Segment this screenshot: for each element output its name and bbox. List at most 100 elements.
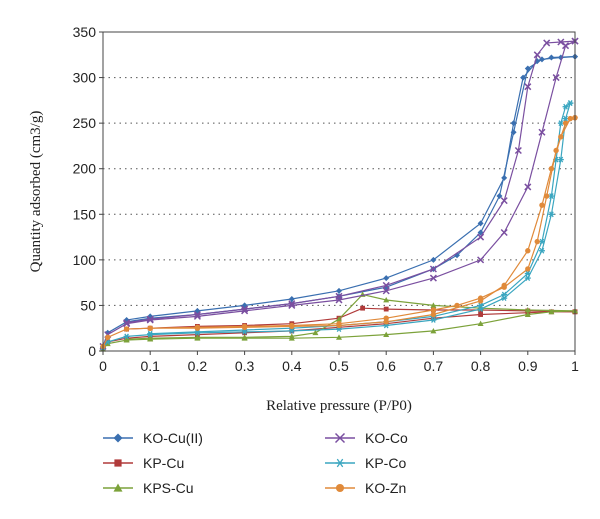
data-point xyxy=(562,120,569,126)
x-tick-label: 0.3 xyxy=(235,358,255,374)
legend-label: KO-Co xyxy=(365,430,408,446)
data-point xyxy=(562,103,569,110)
data-point xyxy=(430,302,437,308)
y-tick-label: 150 xyxy=(73,206,97,222)
data-point xyxy=(533,51,541,59)
legend-marker xyxy=(114,459,122,467)
data-point xyxy=(501,284,507,290)
legend-label: KO-Zn xyxy=(365,480,406,496)
data-point xyxy=(477,302,484,309)
data-point xyxy=(562,42,570,50)
data-point xyxy=(524,311,531,317)
data-point xyxy=(500,228,508,237)
data-point xyxy=(543,39,551,47)
data-point xyxy=(431,315,436,321)
legend-label: KP-Cu xyxy=(143,455,184,471)
legend-item: KO-Co xyxy=(325,430,408,446)
legend-marker xyxy=(335,458,345,468)
legend-item: KO-Cu(II) xyxy=(103,430,203,446)
series-line-desorption xyxy=(150,117,576,329)
data-point xyxy=(552,74,560,82)
data-point xyxy=(538,128,546,136)
data-point xyxy=(557,38,565,46)
data-point xyxy=(562,115,569,122)
data-point xyxy=(241,323,248,330)
data-point xyxy=(104,340,111,347)
data-point xyxy=(105,334,111,341)
data-point xyxy=(336,334,342,340)
legend-marker xyxy=(113,433,123,443)
x-tick-label: 0.6 xyxy=(376,358,396,374)
y-tick-label: 350 xyxy=(73,24,97,40)
data-point xyxy=(336,320,342,327)
data-point xyxy=(382,281,390,289)
legend-marker xyxy=(113,483,123,492)
data-point xyxy=(147,335,154,341)
series-line-desorption xyxy=(126,307,576,330)
data-point xyxy=(548,211,555,218)
data-point xyxy=(534,238,540,245)
legend-item: KPS-Cu xyxy=(103,480,194,496)
plot-border xyxy=(102,31,576,352)
data-point xyxy=(524,183,532,191)
x-tick-label: 0.9 xyxy=(518,358,538,374)
data-point xyxy=(123,336,130,342)
data-point xyxy=(524,275,531,282)
data-point xyxy=(194,334,201,340)
series-line-adsorption xyxy=(102,311,575,349)
series-KO-Zn xyxy=(100,114,578,350)
legend-item: KO-Zn xyxy=(325,480,406,496)
data-point xyxy=(477,256,485,264)
data-point xyxy=(383,275,390,282)
data-point xyxy=(567,100,574,107)
x-tick-label: 0.1 xyxy=(140,358,160,374)
data-point xyxy=(538,247,545,254)
x-axis-label: Relative pressure (P/P0) xyxy=(266,398,412,414)
data-point xyxy=(147,330,154,337)
y-axis-label: Quantity adsorbed (cm3/g) xyxy=(28,111,44,273)
data-point xyxy=(525,266,531,272)
series-line-adsorption xyxy=(102,102,571,348)
series-line-adsorption xyxy=(102,56,576,347)
data-point xyxy=(548,54,555,61)
data-point xyxy=(336,316,342,322)
series-KO-Co xyxy=(99,37,579,350)
data-point xyxy=(478,312,483,317)
legend-item: KP-Co xyxy=(325,455,406,471)
data-point xyxy=(123,319,131,327)
data-point xyxy=(524,270,531,277)
x-tick-label: 0.5 xyxy=(329,358,349,374)
x-tick-label: 0.4 xyxy=(282,358,302,374)
data-point xyxy=(501,174,508,181)
data-point xyxy=(496,193,503,200)
legend-label: KO-Cu(II) xyxy=(143,430,203,446)
data-point xyxy=(538,238,545,245)
data-point xyxy=(520,74,527,81)
data-point xyxy=(123,333,130,340)
legend-label: KP-Co xyxy=(365,455,406,471)
data-point xyxy=(383,315,389,321)
data-point xyxy=(430,327,437,334)
series-KO-Cu(II) xyxy=(100,53,578,350)
data-point xyxy=(477,233,485,241)
legend-item: KP-Cu xyxy=(103,455,184,471)
y-tick-label: 0 xyxy=(88,343,96,359)
data-point xyxy=(288,300,296,308)
data-point xyxy=(477,295,484,301)
data-point xyxy=(430,307,437,313)
gridlines xyxy=(103,31,575,306)
tick-labels: 0 0.1 0.2 0.3 0.4 0.5 0.6 0.7 0.8 0.9 1 0 50 100 150 20… xyxy=(73,24,579,374)
data-point xyxy=(557,120,564,127)
legend-marker xyxy=(334,432,346,444)
data-point xyxy=(548,308,555,315)
series-layer xyxy=(99,37,579,352)
data-point xyxy=(335,292,343,300)
data-point xyxy=(382,287,390,295)
data-point xyxy=(429,265,437,273)
data-point xyxy=(524,306,531,313)
x-tick-label: 0 xyxy=(99,358,107,374)
legend: KO-Cu(II) KP-Cu KPS-Cu KO-Co KP-Co KO-Zn xyxy=(103,430,408,496)
legend-label: KPS-Cu xyxy=(143,480,194,496)
data-point xyxy=(548,193,555,199)
